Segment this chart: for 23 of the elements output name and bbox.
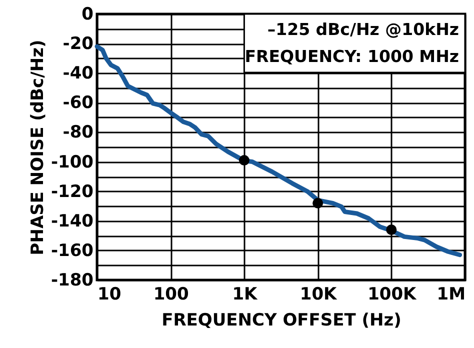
y-tick-label: -120 xyxy=(50,182,94,202)
y-tick-label: -180 xyxy=(50,270,94,290)
point xyxy=(238,155,250,166)
y-tick-label: 0 xyxy=(82,4,94,24)
y-tick-label: -40 xyxy=(62,64,94,84)
x-tick-label: 100K xyxy=(368,284,418,304)
x-axis-title: FREQUENCY OFFSET (Hz) xyxy=(162,310,402,330)
y-tick-label: -140 xyxy=(50,211,94,232)
annotation: –125 dBc/Hz @10kHz xyxy=(267,20,459,39)
x-tick-label: 1M xyxy=(436,284,466,304)
y-tick-label: -60 xyxy=(62,93,94,114)
y-tick-label: -160 xyxy=(50,240,94,261)
y-axis-title: PHASE NOISE (dBc/Hz) xyxy=(28,40,48,256)
y-tick-label: -20 xyxy=(62,34,94,54)
y-tick-label: -100 xyxy=(50,152,94,172)
x-tick-label: 100 xyxy=(153,284,190,304)
x-tick-label: 1K xyxy=(232,284,258,304)
y-tick-label: -80 xyxy=(62,122,94,143)
x-tick-label: 10K xyxy=(300,284,338,304)
x-tick-label: 10 xyxy=(98,284,122,304)
point xyxy=(312,198,324,208)
point xyxy=(386,224,397,235)
annotation: FREQUENCY: 1000 MHz xyxy=(244,47,459,66)
